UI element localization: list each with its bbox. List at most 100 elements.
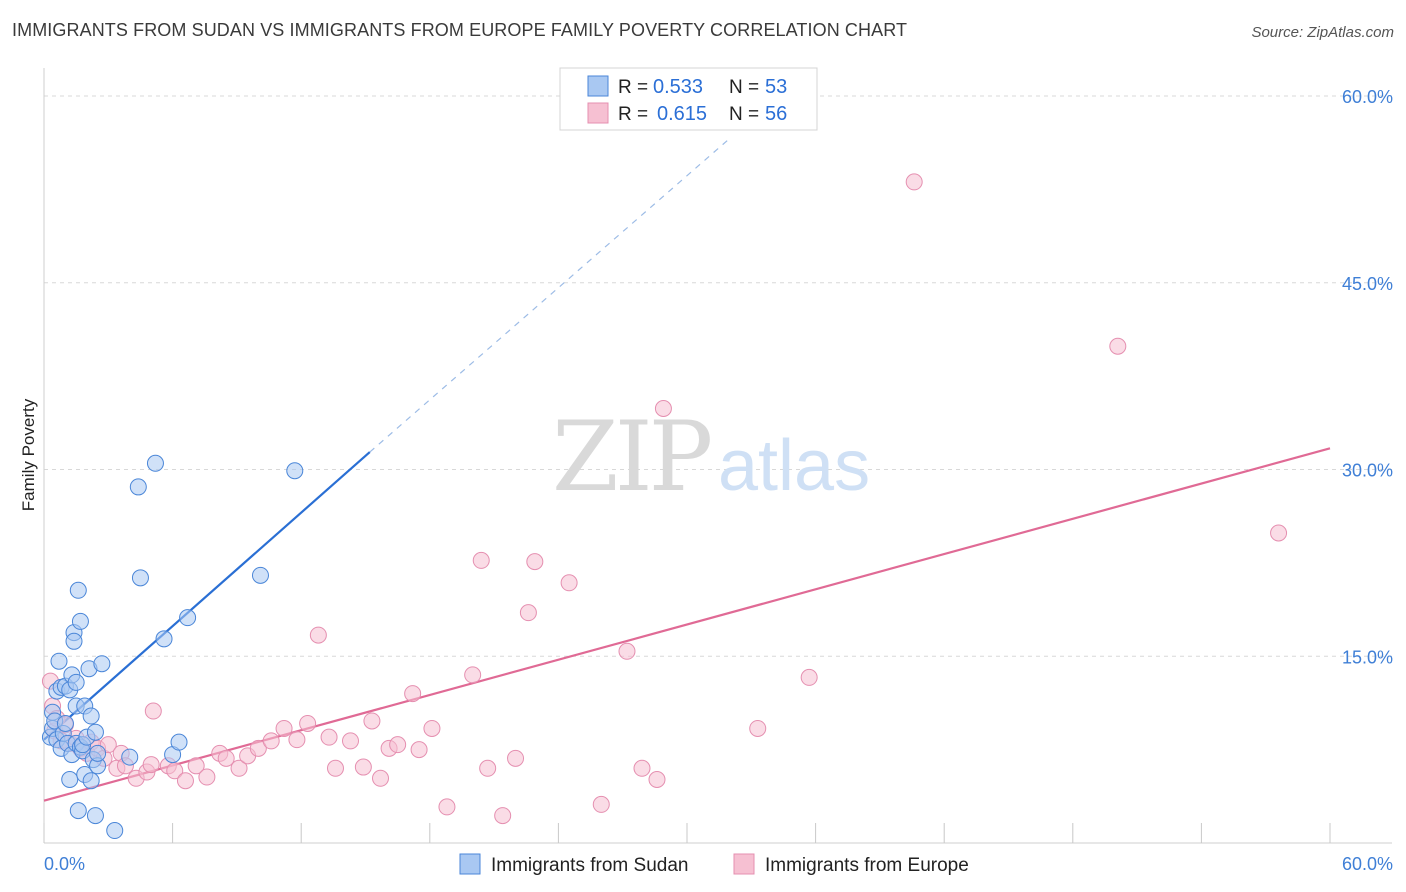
- sudan-point: [50, 652, 68, 670]
- sudan-trend-extension: [369, 137, 731, 453]
- europe-point: [654, 399, 672, 417]
- sudan-point: [65, 632, 83, 650]
- europe-point: [905, 173, 923, 191]
- europe-point: [389, 736, 407, 754]
- x-tick-label: 0.0%: [44, 854, 85, 874]
- europe-point: [217, 749, 235, 767]
- europe-point: [618, 642, 636, 660]
- europe-point: [230, 759, 248, 777]
- europe-point: [262, 732, 280, 750]
- europe-point: [800, 668, 818, 686]
- x-tick-label: 60.0%: [1342, 854, 1393, 874]
- legend-europe-swatch: [733, 853, 755, 875]
- europe-point: [249, 739, 267, 757]
- sudan-point: [86, 723, 104, 741]
- axes: [43, 68, 1392, 844]
- y-tick-label: 30.0%: [1342, 461, 1393, 481]
- stats-legend: R = 0.533 N = 53 R = 0.615 N = 56: [559, 67, 818, 131]
- source-credit: Source: ZipAtlas.com: [1251, 24, 1394, 41]
- europe-point: [1109, 337, 1127, 355]
- x-tick-labels: 0.0% 60.0%: [44, 854, 1393, 874]
- sudan-r-label: R =: [618, 77, 648, 98]
- sudan-point: [69, 802, 87, 820]
- europe-point: [363, 712, 381, 730]
- europe-point: [142, 756, 160, 774]
- europe-point: [372, 769, 390, 787]
- europe-point: [326, 759, 344, 777]
- europe-point: [560, 574, 578, 592]
- europe-point: [494, 807, 512, 825]
- europe-n-value: 56: [765, 103, 787, 125]
- y-tick-labels: 15.0% 30.0% 45.0% 60.0%: [1342, 87, 1393, 667]
- europe-point: [288, 731, 306, 749]
- europe-point: [472, 551, 490, 569]
- legend-sudan-label: Immigrants from Sudan: [491, 855, 688, 876]
- europe-point: [526, 553, 544, 571]
- europe-point: [275, 719, 293, 737]
- legend-sudan-swatch: [459, 853, 481, 875]
- europe-point: [1270, 524, 1288, 542]
- sudan-point: [131, 569, 149, 587]
- europe-point: [648, 771, 666, 789]
- europe-point: [309, 626, 327, 644]
- europe-swatch: [587, 102, 609, 124]
- europe-n-label: N =: [729, 104, 759, 125]
- sudan-point: [170, 733, 188, 751]
- sudan-r-value: 0.533: [653, 76, 703, 98]
- europe-point: [299, 714, 317, 732]
- data-points: [41, 173, 1288, 840]
- grid: [44, 95, 1392, 657]
- europe-point: [341, 732, 359, 750]
- europe-point: [479, 759, 497, 777]
- sudan-point: [82, 772, 100, 790]
- europe-point: [423, 719, 441, 737]
- sudan-point: [82, 707, 100, 725]
- sudan-point: [69, 581, 87, 599]
- sudan-point: [93, 655, 111, 673]
- sudan-point: [129, 478, 147, 496]
- sudan-point: [61, 771, 79, 789]
- europe-point: [519, 604, 537, 622]
- sudan-point: [106, 822, 124, 840]
- europe-point: [749, 719, 767, 737]
- watermark: ZIP atlas: [552, 401, 870, 513]
- sudan-point: [251, 566, 269, 584]
- sudan-point: [89, 744, 107, 762]
- europe-point: [198, 768, 216, 786]
- sudan-point: [286, 462, 304, 480]
- y-tick-label: 45.0%: [1342, 274, 1393, 294]
- y-tick-label: 15.0%: [1342, 647, 1393, 667]
- sudan-n-value: 53: [765, 76, 787, 98]
- europe-point: [187, 757, 205, 775]
- chart-title: IMMIGRANTS FROM SUDAN VS IMMIGRANTS FROM…: [12, 20, 908, 40]
- sudan-trend-line: [43, 451, 371, 741]
- europe-point: [176, 772, 194, 790]
- y-axis-label: Family Poverty: [19, 398, 38, 511]
- europe-point: [507, 749, 525, 767]
- legend-europe-label: Immigrants from Europe: [765, 855, 969, 876]
- sudan-swatch: [587, 75, 609, 97]
- sudan-point: [121, 748, 139, 766]
- europe-point: [464, 666, 482, 684]
- y-tick-label: 60.0%: [1342, 87, 1393, 107]
- sudan-point: [56, 714, 74, 732]
- sudan-point: [179, 609, 197, 627]
- sudan-point: [155, 630, 173, 648]
- europe-r-label: R =: [618, 104, 648, 125]
- sudan-point: [71, 612, 89, 630]
- sudan-point: [86, 807, 104, 825]
- sudan-point: [146, 454, 164, 472]
- europe-point: [438, 798, 456, 816]
- europe-point: [144, 702, 162, 720]
- watermark-atlas: atlas: [718, 426, 870, 506]
- europe-point: [633, 759, 651, 777]
- series-legend: Immigrants from Sudan Immigrants from Eu…: [459, 853, 969, 876]
- sudan-n-label: N =: [729, 77, 759, 98]
- europe-r-value: 0.615: [657, 103, 707, 125]
- watermark-zip: ZIP: [552, 401, 711, 513]
- europe-point: [354, 758, 372, 776]
- europe-point: [592, 795, 610, 813]
- europe-point: [410, 741, 428, 759]
- sudan-point: [67, 673, 85, 691]
